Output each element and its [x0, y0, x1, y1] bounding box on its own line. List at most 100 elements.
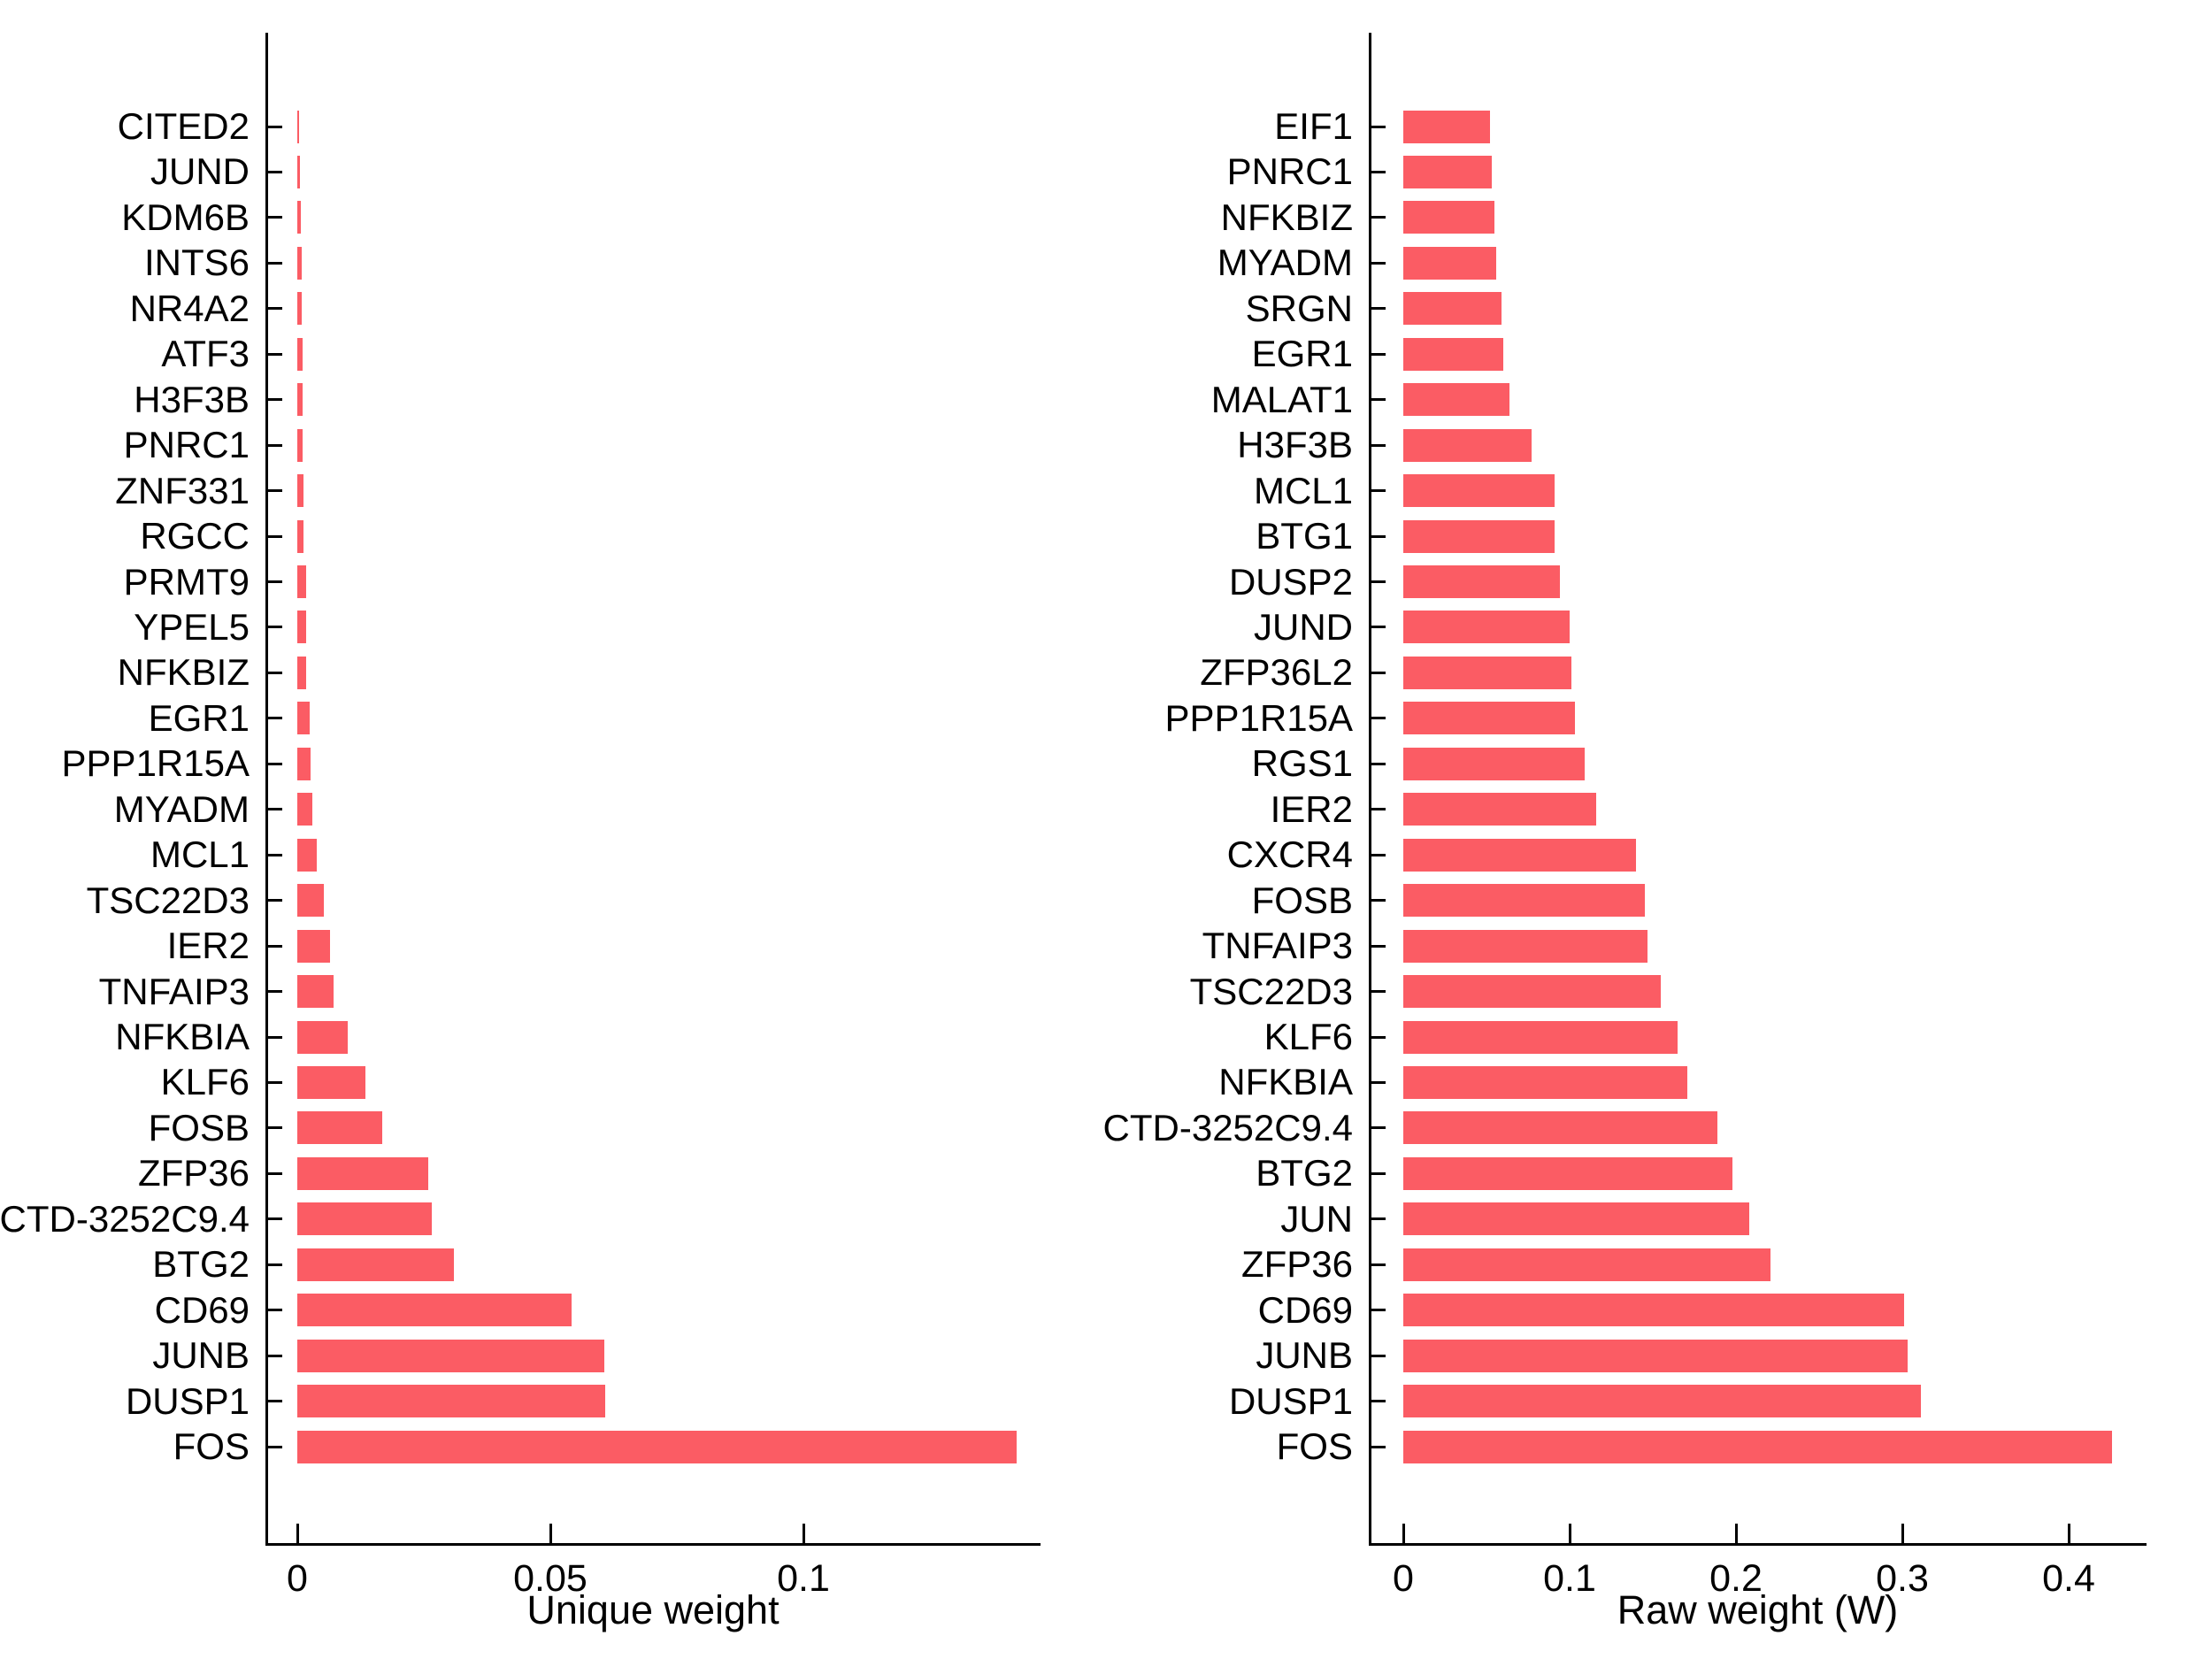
- bar: [297, 155, 300, 188]
- y-tick: [1369, 1080, 1386, 1084]
- y-tick: [265, 1354, 282, 1357]
- y-axis-category-label: TNFAIP3: [1202, 925, 1353, 967]
- y-tick: [1369, 1354, 1386, 1357]
- y-tick: [265, 125, 282, 128]
- x-tick: [549, 1524, 552, 1543]
- y-axis-category-label: DUSP1: [1228, 1379, 1353, 1422]
- y-tick: [1369, 1263, 1386, 1266]
- bar: [297, 1248, 454, 1281]
- y-axis-category-label: ZFP36: [137, 1152, 250, 1194]
- bar: [297, 838, 317, 872]
- y-tick: [1369, 261, 1386, 265]
- bar: [1403, 656, 1571, 689]
- y-tick: [1369, 626, 1386, 629]
- y-axis-category-label: JUND: [1254, 605, 1353, 648]
- y-axis-category-label: CITED2: [117, 105, 250, 147]
- bar: [1403, 1294, 1904, 1327]
- y-tick: [265, 990, 282, 994]
- x-tick-label: 0.05: [513, 1557, 588, 1600]
- y-axis-category-label: PRMT9: [123, 560, 250, 603]
- y-tick: [265, 443, 282, 447]
- y-tick: [265, 170, 282, 173]
- x-tick: [1901, 1524, 1904, 1543]
- bar: [297, 337, 303, 371]
- x-tick: [2067, 1524, 2070, 1543]
- y-axis-category-label: CD69: [154, 1288, 250, 1331]
- y-axis-category-label: H3F3B: [134, 378, 250, 420]
- x-tick-label: 0.1: [777, 1557, 830, 1600]
- y-tick: [265, 671, 282, 674]
- y-axis-category-label: ATF3: [161, 333, 250, 375]
- bar: [1403, 292, 1502, 326]
- y-axis-category-label: ZFP36L2: [1200, 651, 1353, 694]
- x-tick-label: 0: [1393, 1557, 1414, 1600]
- y-axis-category-label: DUSP2: [1228, 560, 1353, 603]
- bar: [1403, 838, 1636, 872]
- y-tick: [1369, 307, 1386, 311]
- y-tick: [265, 1035, 282, 1039]
- y-tick: [265, 307, 282, 311]
- y-axis-category-label: KLF6: [1263, 1016, 1353, 1057]
- x-tick: [1402, 1524, 1405, 1543]
- y-axis-category-label: JUNB: [152, 1334, 250, 1377]
- y-tick: [1369, 489, 1386, 493]
- y-tick: [1369, 398, 1386, 402]
- bar: [297, 428, 303, 462]
- bar: [1403, 793, 1596, 826]
- bar: [297, 884, 324, 918]
- bar: [1403, 383, 1509, 417]
- y-axis-category-label: PPP1R15A: [1164, 696, 1353, 739]
- y-axis-category-label: YPEL5: [134, 605, 250, 648]
- x-tick-label: 0.1: [1543, 1557, 1596, 1600]
- y-axis-category-label: FOS: [1276, 1425, 1353, 1468]
- y-axis-category-label: PNRC1: [1226, 150, 1353, 193]
- y-axis-category-label: IER2: [1270, 787, 1353, 830]
- bar: [297, 383, 303, 417]
- y-tick: [265, 762, 282, 765]
- bar: [297, 747, 311, 780]
- bar: [297, 1020, 348, 1054]
- bar: [1403, 519, 1555, 553]
- bar: [1403, 110, 1490, 143]
- bar: [1403, 1248, 1770, 1281]
- y-tick: [1369, 1035, 1386, 1039]
- y-tick: [265, 944, 282, 948]
- y-axis-category-label: TNFAIP3: [98, 970, 250, 1012]
- y-tick: [265, 1217, 282, 1221]
- y-tick: [1369, 352, 1386, 356]
- y-tick: [265, 717, 282, 720]
- y-tick: [265, 899, 282, 902]
- y-tick: [265, 1171, 282, 1175]
- y-axis-category-label: KLF6: [160, 1061, 250, 1103]
- y-axis-category-label: EGR1: [148, 696, 250, 739]
- y-axis-category-label: MCL1: [1253, 469, 1353, 511]
- y-tick: [265, 398, 282, 402]
- y-axis-category-label: BTG2: [1256, 1152, 1353, 1194]
- bar: [1403, 155, 1492, 188]
- y-axis-category-label: JUN: [1280, 1197, 1353, 1240]
- y-axis-category-label: MYADM: [113, 787, 250, 830]
- y-tick: [1369, 534, 1386, 538]
- y-axis-category-label: FOSB: [148, 1106, 250, 1148]
- y-axis-category-label: EGR1: [1251, 333, 1353, 375]
- x-tick-label: 0.2: [1709, 1557, 1763, 1600]
- bar: [1403, 428, 1532, 462]
- y-axis-category-label: TSC22D3: [86, 879, 250, 921]
- bar: [1403, 975, 1661, 1009]
- y-tick: [1369, 1217, 1386, 1221]
- bar: [1403, 702, 1575, 735]
- y-tick: [1369, 1171, 1386, 1175]
- bar: [297, 1294, 572, 1327]
- bar: [1403, 611, 1570, 644]
- bar: [297, 1385, 605, 1418]
- bar: [297, 110, 299, 143]
- y-axis-category-label: JUNB: [1256, 1334, 1353, 1377]
- y-tick: [1369, 443, 1386, 447]
- x-tick: [802, 1524, 805, 1543]
- y-tick: [265, 808, 282, 811]
- bar: [1403, 1385, 1921, 1418]
- bar: [1403, 1339, 1908, 1372]
- x-tick: [1568, 1524, 1571, 1543]
- y-tick: [265, 1309, 282, 1312]
